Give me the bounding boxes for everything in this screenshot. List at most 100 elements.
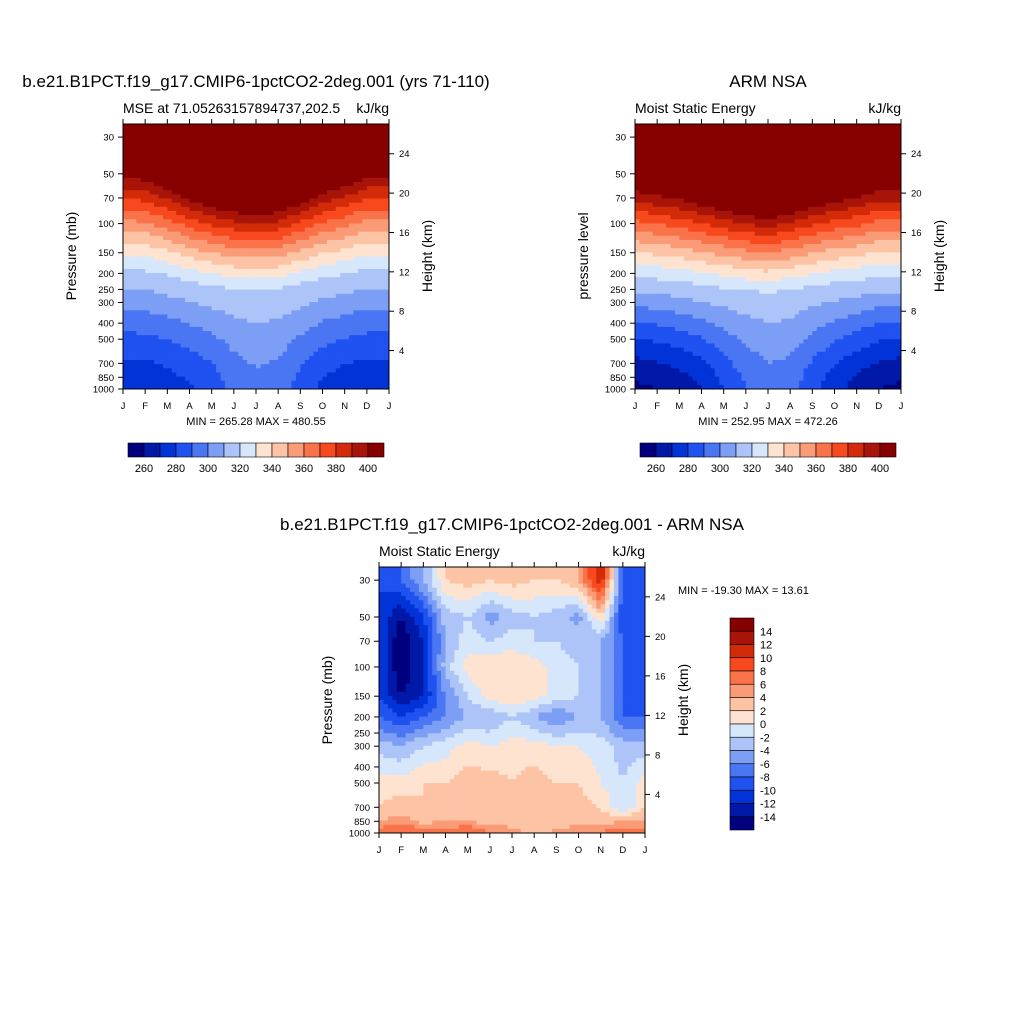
- contour-cell: [287, 314, 293, 320]
- contour-cell: [304, 281, 310, 287]
- contour-cell: [198, 297, 204, 303]
- contour-cell: [131, 256, 137, 262]
- contour-cell: [688, 173, 694, 179]
- contour-cell: [251, 351, 257, 357]
- contour-cell: [683, 124, 689, 129]
- contour-cell: [635, 132, 641, 138]
- contour-cell: [224, 128, 230, 133]
- contour-cell: [238, 297, 244, 303]
- contour-cell: [812, 157, 818, 162]
- colorbar-label: 400: [359, 463, 377, 475]
- contour-cell: [357, 264, 363, 270]
- contour-cell: [674, 177, 680, 183]
- contour-cell: [353, 314, 359, 320]
- contour-cell: [238, 260, 244, 266]
- contour-cell: [185, 268, 191, 274]
- contour-cell: [652, 169, 658, 175]
- contour-cell: [198, 169, 204, 175]
- contour-cell: [357, 181, 363, 187]
- contour-cell: [344, 384, 350, 389]
- contour-cell: [251, 322, 257, 328]
- contour-cell: [357, 289, 363, 295]
- contour-cell: [269, 252, 275, 258]
- contour-cell: [202, 268, 208, 274]
- contour-cell: [781, 124, 787, 129]
- contour-cell: [216, 335, 222, 340]
- contour-cell: [344, 380, 350, 386]
- contour-cell: [256, 144, 262, 150]
- contour-cell: [229, 194, 235, 200]
- contour-cell: [335, 384, 341, 389]
- contour-cell: [821, 128, 827, 133]
- contour-cell: [710, 165, 716, 171]
- contour-cell: [251, 268, 257, 274]
- contour-cell: [357, 206, 363, 212]
- contour-cell: [127, 157, 133, 162]
- contour-cell: [247, 186, 253, 191]
- contour-cell: [233, 231, 239, 237]
- contour-cell: [371, 310, 377, 316]
- contour-cell: [856, 124, 862, 129]
- contour-cell: [723, 128, 729, 133]
- contour-cell: [282, 372, 288, 378]
- contour-cell: [251, 252, 257, 258]
- contour-cell: [149, 128, 155, 133]
- contour-cell: [335, 215, 341, 220]
- contour-cell: [371, 128, 377, 133]
- contour-cell: [167, 173, 173, 179]
- contour-cell: [193, 260, 199, 266]
- contour-cell: [180, 252, 186, 258]
- contour-cell: [162, 314, 168, 320]
- contour-cell: [772, 169, 778, 175]
- contour-cell: [357, 252, 363, 258]
- contour-cell: [384, 235, 389, 241]
- contour-cell: [145, 314, 151, 320]
- contour-cell: [772, 132, 778, 138]
- contour-cell: [326, 231, 332, 237]
- contour-cell: [273, 306, 279, 311]
- contour-cell: [300, 165, 306, 171]
- contour-cell: [322, 223, 328, 229]
- contour-cell: [291, 161, 297, 167]
- contour-cell: [224, 302, 230, 307]
- contour-cell: [162, 148, 168, 154]
- contour-cell: [657, 124, 663, 129]
- contour-cell: [136, 277, 142, 282]
- contour-cell: [162, 322, 168, 328]
- contour-cell: [264, 210, 270, 216]
- contour-cell: [136, 364, 142, 369]
- contour-cell: [251, 144, 257, 150]
- contour-cell: [812, 128, 818, 133]
- contour-cell: [242, 194, 248, 200]
- contour-cell: [198, 331, 204, 336]
- contour-cell: [353, 293, 359, 299]
- contour-cell: [357, 136, 363, 142]
- contour-cell: [838, 173, 844, 179]
- contour-cell: [167, 144, 173, 150]
- contour-cell: [768, 136, 774, 142]
- contour-cell: [224, 194, 230, 200]
- contour-cell: [291, 376, 297, 382]
- contour-cell: [287, 248, 293, 253]
- contour-cell: [211, 144, 217, 150]
- contour-cell: [781, 148, 787, 154]
- contour-cell: [335, 128, 341, 133]
- contour-cell: [273, 206, 279, 212]
- contour-cell: [371, 384, 377, 389]
- contour-cell: [251, 273, 257, 278]
- contour-cell: [216, 181, 222, 187]
- contour-cell: [318, 277, 324, 282]
- contour-cell: [340, 326, 346, 332]
- contour-cell: [300, 215, 306, 220]
- contour-cell: [264, 384, 270, 389]
- contour-cell: [380, 227, 386, 233]
- contour-cell: [683, 181, 689, 187]
- contour-cell: [256, 310, 262, 316]
- contour-cell: [349, 202, 355, 208]
- contour-cell: [278, 260, 284, 266]
- contour-cell: [229, 335, 235, 340]
- contour-cell: [216, 285, 222, 291]
- contour-cell: [313, 260, 319, 266]
- contour-cell: [136, 343, 142, 349]
- contour-cell: [282, 215, 288, 220]
